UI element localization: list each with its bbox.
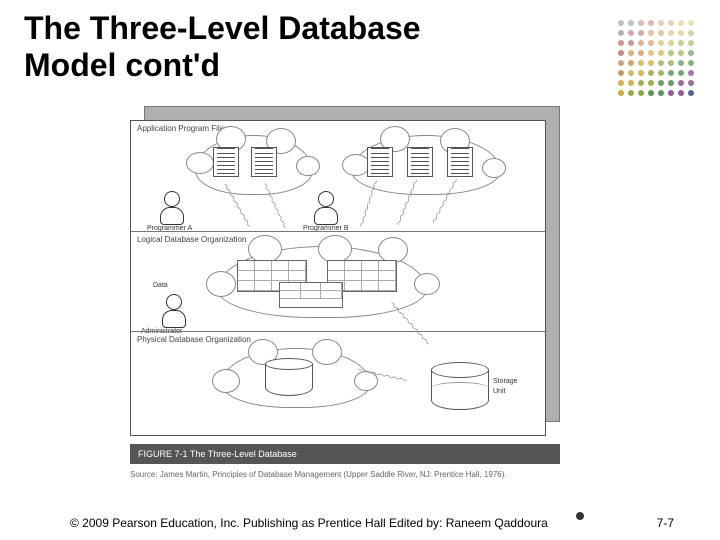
file-icon <box>367 147 393 177</box>
programmer-a-icon <box>159 191 185 225</box>
file-icon <box>251 147 277 177</box>
file-icon <box>213 147 239 177</box>
figure-source: Source: James Martin, Principles of Data… <box>130 470 590 479</box>
tier-logical: Logical Database Organization <box>131 231 545 331</box>
title-line-2: Model cont'd <box>24 47 220 83</box>
file-icon <box>447 147 473 177</box>
tier3-label: Physical Database Organization <box>137 335 251 344</box>
storage-cylinder-icon <box>431 362 489 412</box>
figure-caption: FIGURE 7-1 The Three-Level Database <box>138 449 297 459</box>
footer-copyright: © 2009 Pearson Education, Inc. Publishin… <box>70 516 548 530</box>
page-number: 7-7 <box>657 516 674 530</box>
db-cylinder-small-icon <box>265 358 313 398</box>
slide-title: The Three-Level Database Model cont'd <box>24 10 421 84</box>
figure-container: Application Program Files <box>130 106 590 479</box>
programmer-b-icon <box>313 191 339 225</box>
figure-caption-bar: FIGURE 7-1 The Three-Level Database <box>130 444 560 464</box>
storage-label-1: Storage <box>493 378 518 385</box>
tier-application: Application Program Files <box>131 121 545 231</box>
data-admin-icon <box>161 294 187 328</box>
file-icon <box>407 147 433 177</box>
footer-bullet-icon <box>576 512 584 520</box>
decorative-dot-grid <box>598 20 694 116</box>
box-3d-frontface: Application Program Files <box>130 120 546 436</box>
storage-label-2: Unit <box>493 388 505 395</box>
data-admin-label-1: Data <box>153 282 168 289</box>
tier1-label: Application Program Files <box>137 124 228 133</box>
db-table-icon <box>279 282 343 308</box>
three-level-diagram-box: Application Program Files <box>130 106 560 436</box>
title-line-1: The Three-Level Database <box>24 10 421 46</box>
tier2-label: Logical Database Organization <box>137 235 246 244</box>
tier-physical: Physical Database Organization Storag <box>131 331 545 437</box>
